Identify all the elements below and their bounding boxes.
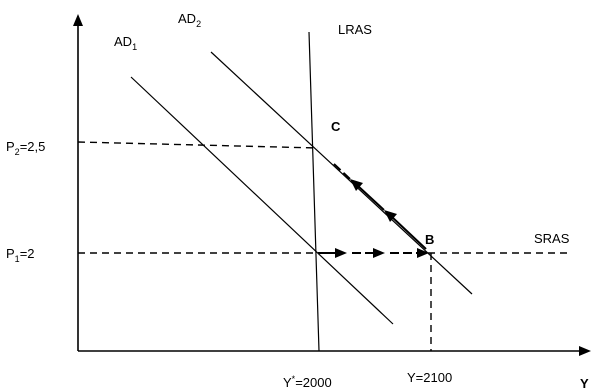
path-arrow-b-c-3 xyxy=(332,162,351,180)
ad2-label: AD2 xyxy=(178,11,201,29)
point-b-label: B xyxy=(425,232,434,247)
path-arrowhead-b-c-1 xyxy=(384,210,397,222)
point-c-label: C xyxy=(331,119,341,134)
path-arrowhead-a-b-1 xyxy=(335,248,347,258)
y2100-label: Y=2100 xyxy=(407,370,452,385)
path-arrowhead-a-b-3 xyxy=(417,248,429,258)
ad1-label: AD1 xyxy=(114,34,137,52)
sras-label: SRAS xyxy=(534,231,570,246)
p1-label: P1=2 xyxy=(6,246,35,264)
p2-label: P2=2,5 xyxy=(6,139,45,157)
ystar-label: Y*=2000 xyxy=(283,374,332,390)
path-arrow-b-c-1 xyxy=(391,216,427,250)
path-arrowhead-a-b-2 xyxy=(373,248,385,258)
path-arrow-b-c-2 xyxy=(357,185,385,211)
output-axis-label: Y xyxy=(580,376,589,391)
ad1-curve xyxy=(130,76,394,325)
lras-label: LRAS xyxy=(338,22,372,37)
path-arrowhead-b-c-2 xyxy=(350,179,363,191)
price-axis-arrowhead xyxy=(73,14,83,26)
p2-dashed-guide xyxy=(77,141,319,149)
lras-line xyxy=(308,31,320,352)
ad2-curve xyxy=(210,51,473,295)
output-axis-arrowhead xyxy=(579,346,591,356)
